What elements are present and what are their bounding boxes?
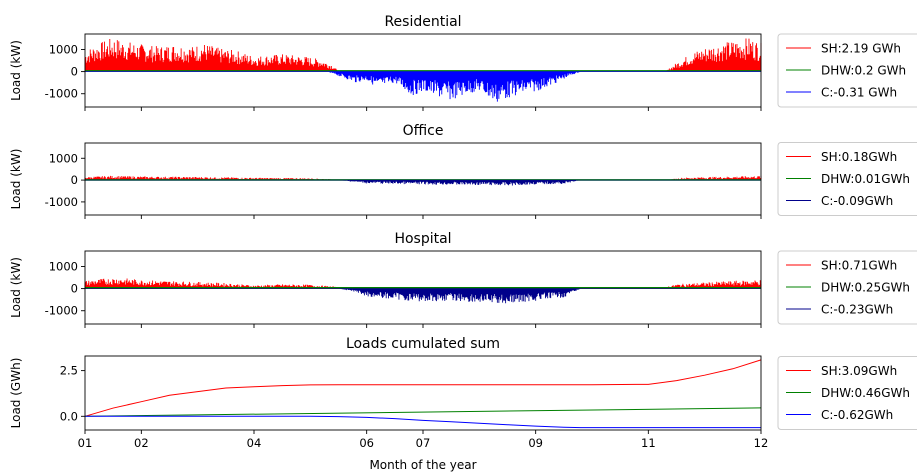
subplot-title: Residential xyxy=(384,14,461,30)
subplot-1: Office -1000 0 1000 Load (kW) SH:0.18GWh DHW:0… xyxy=(9,123,917,219)
ytick-label: 1000 xyxy=(49,259,78,273)
ytick-label: 0 xyxy=(71,282,78,296)
legend-label: SH:2.19 GWh xyxy=(821,42,901,56)
series-line xyxy=(84,359,762,417)
legend-label: DHW:0.25GWh xyxy=(821,281,910,295)
ytick-label: -1000 xyxy=(45,195,78,209)
ylabel: Load (GWh) xyxy=(9,358,23,429)
ylabel: Load (kW) xyxy=(9,40,23,101)
legend-label: C:-0.31 GWh xyxy=(821,86,897,100)
legend-frame xyxy=(777,356,917,430)
legend-frame xyxy=(777,33,917,108)
legend-label: SH:0.71GWh xyxy=(821,259,897,273)
subplot-0: Residential -1000 0 1000 Load (kW) SH:2.19 GW… xyxy=(9,14,917,111)
legend-label: DHW:0.2 GWh xyxy=(821,64,906,78)
legend: SH:0.71GWh DHW:0.25GWh C:-0.23GWh xyxy=(777,250,917,325)
legend-label: SH:3.09GWh xyxy=(821,364,897,378)
subplot-2: Hospital -1000 0 1000 Load (kW) SH:0.71GWh DHW… xyxy=(9,231,917,328)
series-2 xyxy=(85,288,761,304)
legend-label: DHW:0.01GWh xyxy=(821,172,910,186)
series-2 xyxy=(85,179,761,186)
ytick-label: 1000 xyxy=(49,42,78,56)
ytick-label: 0 xyxy=(71,65,78,79)
legend-label: C:-0.23GWh xyxy=(821,303,893,317)
legend: SH:2.19 GWh DHW:0.2 GWh C:-0.31 GWh xyxy=(777,33,917,108)
series-2 xyxy=(85,415,761,429)
ytick-label: 1000 xyxy=(49,151,78,165)
legend-frame xyxy=(777,142,917,216)
ytick-label: 0.0 xyxy=(60,409,78,423)
ylabel: Load (kW) xyxy=(9,257,23,318)
xtick-label: 06 xyxy=(359,436,374,450)
series-1 xyxy=(84,407,762,417)
legend-label: C:-0.62GWh xyxy=(821,408,893,422)
xtick-label: 04 xyxy=(247,436,262,450)
series-0 xyxy=(84,359,762,417)
ylabel: Load (kW) xyxy=(9,149,23,210)
xtick-label: 07 xyxy=(416,436,431,450)
ytick-label: 2.5 xyxy=(60,364,78,378)
legend-label: C:-0.09GWh xyxy=(821,194,893,208)
ytick-label: 0 xyxy=(71,173,78,187)
subplot-title: Office xyxy=(403,123,444,139)
ytick-label: -1000 xyxy=(45,87,78,101)
xtick-label: 11 xyxy=(641,436,656,450)
series-2 xyxy=(85,71,761,102)
series-line xyxy=(84,407,762,417)
legend-label: SH:0.18GWh xyxy=(821,150,897,164)
subplot-title: Loads cumulated sum xyxy=(346,336,500,352)
figure-xlabel: Month of the year xyxy=(369,458,476,472)
legend: SH:3.09GWh DHW:0.46GWh C:-0.62GWh xyxy=(777,356,917,430)
legend-frame xyxy=(777,250,917,325)
xtick-label: 09 xyxy=(528,436,543,450)
xtick-label: 02 xyxy=(134,436,149,450)
series-line xyxy=(85,415,761,429)
xtick-label: 01 xyxy=(78,436,93,450)
xtick-label: 12 xyxy=(754,436,769,450)
legend: SH:0.18GWh DHW:0.01GWh C:-0.09GWh xyxy=(777,142,917,216)
legend-label: DHW:0.46GWh xyxy=(821,386,910,400)
subplot-title: Hospital xyxy=(394,231,451,247)
ytick-label: -1000 xyxy=(45,304,78,318)
subplot-3: Loads cumulated sum 0.0 2.5 01 02 04 06 07 09 11 1… xyxy=(9,336,917,450)
